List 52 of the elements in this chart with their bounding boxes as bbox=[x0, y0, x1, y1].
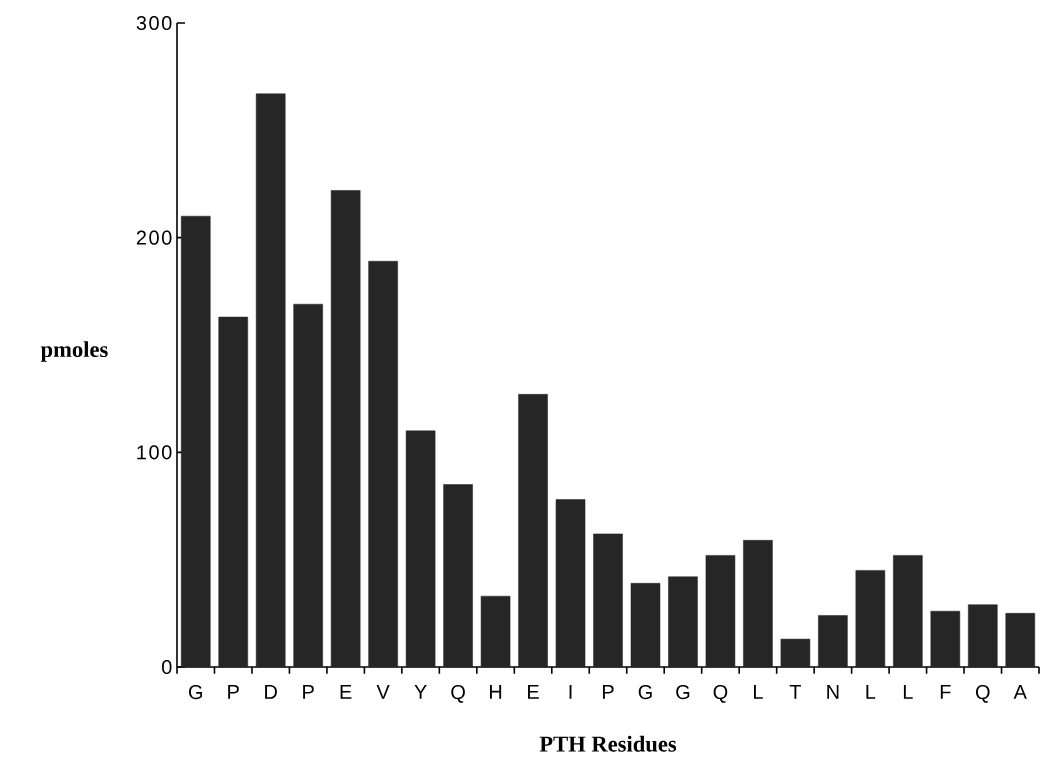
x-tick-label: P bbox=[303, 685, 314, 699]
bar bbox=[930, 610, 961, 668]
bar bbox=[668, 576, 698, 668]
bar bbox=[1005, 613, 1036, 668]
x-tick-label: E bbox=[528, 685, 539, 699]
bar bbox=[630, 583, 661, 668]
bar bbox=[593, 533, 623, 668]
x-tick-label: P bbox=[228, 685, 239, 699]
x-tick-label: D bbox=[265, 685, 277, 699]
x-tick-label: L bbox=[754, 685, 763, 699]
bar bbox=[743, 540, 773, 668]
bar bbox=[855, 570, 886, 668]
x-tick-label: G bbox=[188, 685, 202, 700]
bar bbox=[818, 615, 848, 668]
bar bbox=[968, 604, 998, 668]
x-tick-label: F bbox=[940, 685, 951, 699]
bar bbox=[518, 394, 548, 668]
x-tick-label: N bbox=[827, 685, 839, 699]
bar bbox=[780, 638, 811, 668]
x-tick-label: I bbox=[569, 685, 572, 699]
x-tick-label: Q bbox=[451, 685, 465, 703]
y-tick-label: 100 bbox=[137, 445, 172, 460]
x-tick-label: V bbox=[376, 685, 390, 699]
bar bbox=[180, 215, 211, 668]
y-tick-label: 0 bbox=[162, 659, 172, 675]
y-tick-label: 200 bbox=[136, 230, 172, 245]
bar bbox=[555, 499, 586, 668]
x-tick-label: H bbox=[490, 685, 502, 699]
x-tick-label: Q bbox=[713, 685, 728, 703]
y-tick-label: 300 bbox=[136, 15, 172, 31]
bar bbox=[293, 303, 323, 668]
bar bbox=[443, 484, 473, 668]
x-tick-label: Y bbox=[414, 685, 427, 699]
x-axis-title: PTH Residues bbox=[539, 735, 677, 752]
bar bbox=[330, 190, 361, 668]
x-tick-label: G bbox=[638, 685, 652, 700]
bar bbox=[480, 595, 511, 668]
bar bbox=[705, 555, 736, 668]
x-tick-label: L bbox=[903, 685, 913, 699]
bar bbox=[218, 316, 248, 668]
x-tick-label: G bbox=[676, 685, 690, 700]
bar bbox=[405, 430, 436, 668]
y-axis-title: pmoles bbox=[40, 341, 108, 362]
x-tick-label: P bbox=[602, 685, 614, 699]
bar bbox=[893, 555, 923, 668]
bar bbox=[255, 93, 286, 668]
x-tick-label: L bbox=[866, 685, 876, 699]
bar bbox=[368, 261, 398, 668]
x-tick-label: Q bbox=[975, 685, 990, 703]
x-tick-label: E bbox=[340, 685, 352, 699]
x-tick-label: A bbox=[1013, 685, 1027, 699]
x-tick-label: T bbox=[789, 685, 802, 699]
